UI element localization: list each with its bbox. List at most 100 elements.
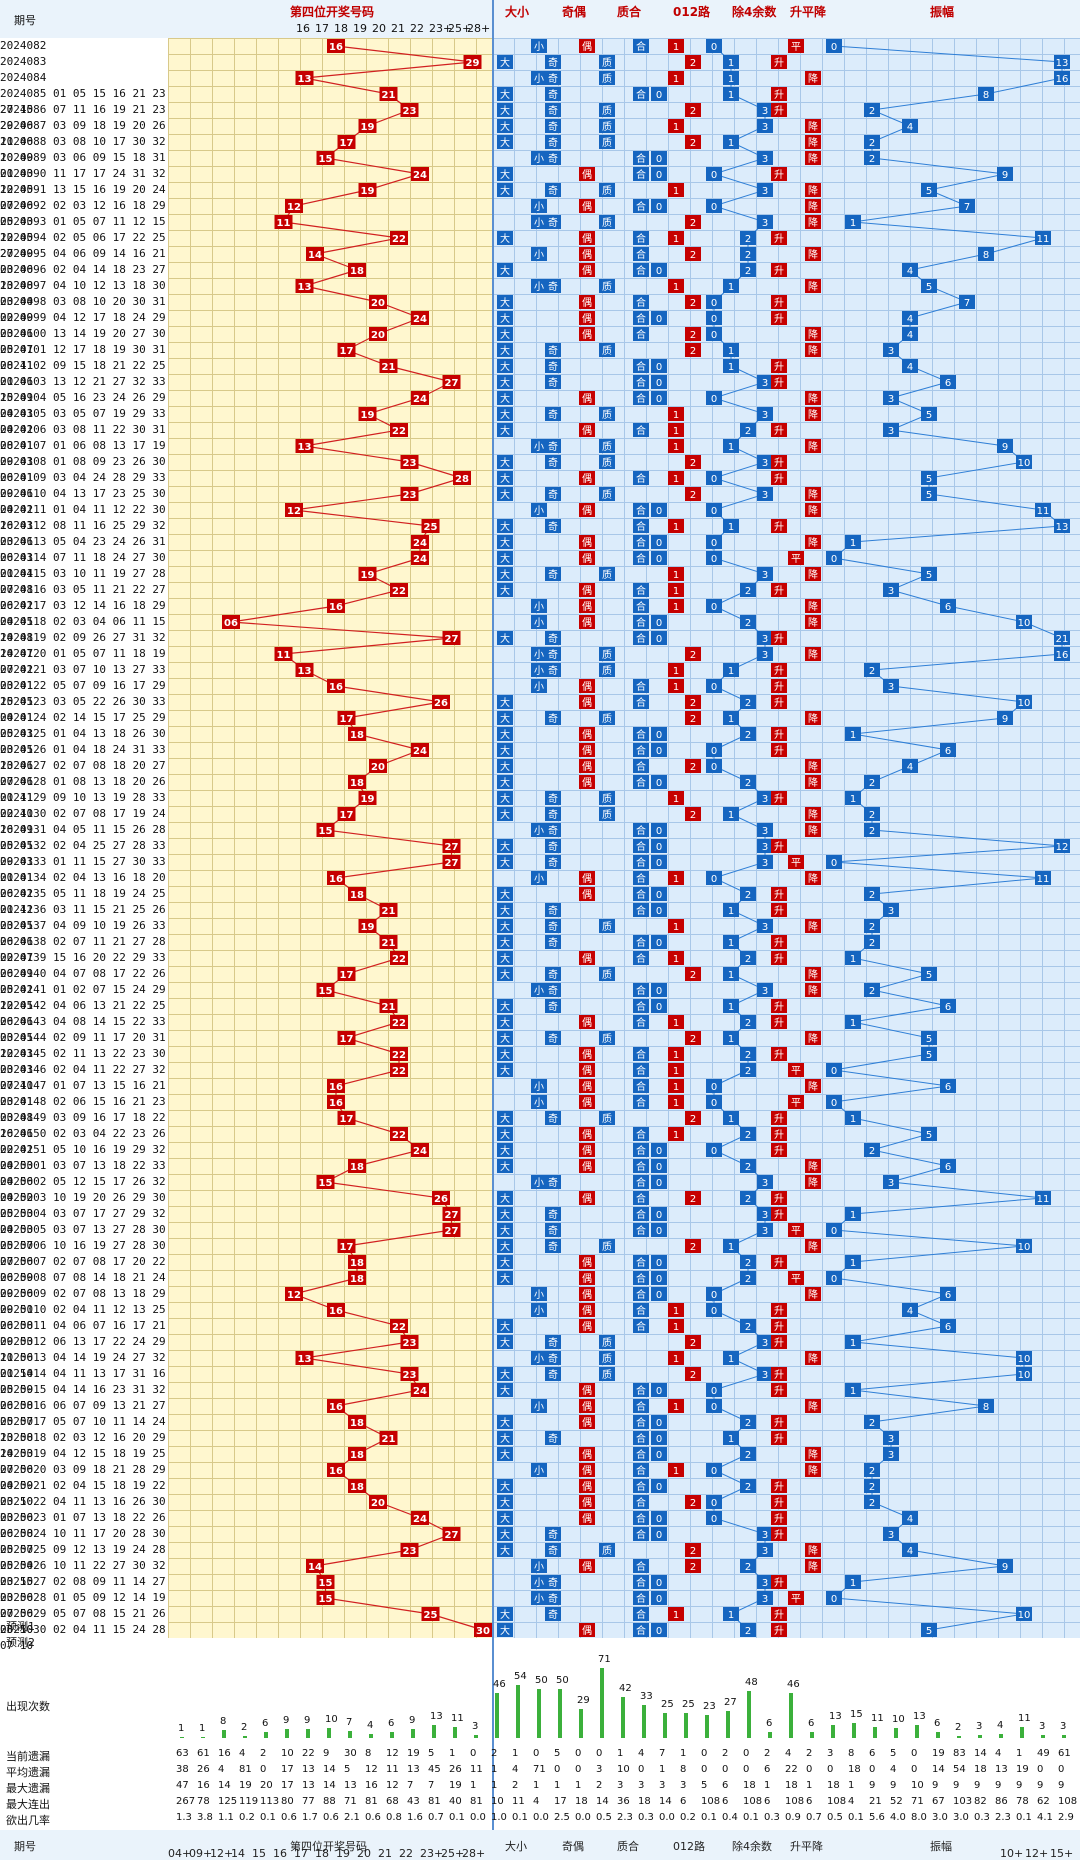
svg-text:0: 0 xyxy=(656,202,662,213)
mod3-mark: 0 xyxy=(651,167,667,181)
prime-mark: 合 xyxy=(633,631,649,645)
svg-text:21: 21 xyxy=(382,1434,396,1445)
amp-mark: 1 xyxy=(845,791,861,805)
amp-mark: 3 xyxy=(883,1527,899,1541)
prime-mark: 合 xyxy=(633,855,649,869)
svg-text:大: 大 xyxy=(500,1448,510,1461)
svg-text:大: 大 xyxy=(500,1384,510,1397)
count-value: 6 xyxy=(262,1718,269,1729)
size-mark: 大 xyxy=(497,231,513,245)
count-value: 2 xyxy=(241,1722,248,1733)
mod4-mark: 2 xyxy=(740,1127,756,1141)
count-value: 48 xyxy=(745,1677,758,1688)
summary-cell: 0.1 xyxy=(1016,1812,1032,1823)
size-mark: 大 xyxy=(497,695,513,709)
svg-text:降: 降 xyxy=(808,344,818,357)
svg-text:24: 24 xyxy=(413,1514,427,1525)
summary-cell: 1 xyxy=(1016,1748,1023,1759)
svg-text:0: 0 xyxy=(831,1066,837,1077)
svg-text:偶: 偶 xyxy=(582,1320,592,1333)
prime-mark: 合 xyxy=(633,583,649,597)
svg-text:升: 升 xyxy=(774,313,784,325)
summary-cell: 9 xyxy=(1037,1780,1044,1791)
svg-text:大: 大 xyxy=(500,456,510,469)
parity-mark: 奇 xyxy=(545,1111,561,1125)
period-row: 2025026 10 11 22 27 30 32 03 15 xyxy=(0,1559,166,1588)
parity-mark: 奇 xyxy=(545,983,561,997)
count-bar xyxy=(474,1735,478,1738)
count-bar xyxy=(1020,1727,1024,1738)
svg-text:小: 小 xyxy=(534,873,544,885)
svg-text:偶: 偶 xyxy=(582,472,592,485)
svg-text:小: 小 xyxy=(534,281,544,293)
fourth-mark: 18 xyxy=(348,1255,366,1269)
svg-text:大: 大 xyxy=(500,168,510,181)
period-row: 2025001 03 07 13 18 22 33 04 06 xyxy=(0,1159,166,1188)
mod3-mark: 1 xyxy=(668,1063,684,1077)
svg-text:合: 合 xyxy=(636,936,646,949)
amp-mark: 2 xyxy=(864,807,880,821)
svg-text:0: 0 xyxy=(656,170,662,181)
period-row: 2024116 03 05 11 21 22 27 06 02 xyxy=(0,583,166,612)
fourth-mark: 20 xyxy=(369,1495,387,1509)
mod3-mark: 0 xyxy=(651,1271,667,1285)
svg-text:降: 降 xyxy=(808,392,818,405)
prime-mark: 质 xyxy=(599,215,615,229)
count-value: 4 xyxy=(367,1720,374,1731)
svg-text:合: 合 xyxy=(636,376,646,389)
count-value: 1 xyxy=(199,1723,206,1734)
parity-mark: 偶 xyxy=(579,167,595,181)
svg-text:降: 降 xyxy=(808,600,818,613)
amp-mark: 2 xyxy=(864,103,880,117)
mod4-mark: 1 xyxy=(723,1031,739,1045)
summary-cell: 3.0 xyxy=(932,1812,948,1823)
svg-text:24: 24 xyxy=(413,394,427,405)
svg-text:合: 合 xyxy=(636,552,646,565)
summary-cell: 0 xyxy=(743,1764,750,1775)
svg-text:大: 大 xyxy=(500,808,510,821)
trend-mark: 降 xyxy=(805,1079,821,1093)
svg-text:降: 降 xyxy=(808,616,818,629)
parity-mark: 偶 xyxy=(579,551,595,565)
svg-text:0: 0 xyxy=(656,314,662,325)
svg-text:0: 0 xyxy=(831,1274,837,1285)
svg-text:降: 降 xyxy=(808,280,818,293)
prime-mark: 质 xyxy=(599,487,615,501)
svg-text:合: 合 xyxy=(636,520,646,533)
trend-mark: 升 xyxy=(771,1127,787,1141)
svg-text:0: 0 xyxy=(656,1258,662,1269)
fourth-mark: 24 xyxy=(411,167,429,181)
svg-text:合: 合 xyxy=(636,1256,646,1269)
amp-mark: 2 xyxy=(864,983,880,997)
svg-text:合: 合 xyxy=(636,1400,646,1413)
svg-text:奇: 奇 xyxy=(548,824,558,837)
mod3-mark: 0 xyxy=(651,1287,667,1301)
svg-text:奇: 奇 xyxy=(548,488,558,501)
amp-mark: 8 xyxy=(978,247,994,261)
mod4-mark: 1 xyxy=(723,71,739,85)
svg-text:8: 8 xyxy=(983,1402,989,1413)
svg-text:0: 0 xyxy=(656,506,662,517)
size-mark: 大 xyxy=(497,295,513,309)
fourth-mark: 24 xyxy=(411,1143,429,1157)
prime-mark: 合 xyxy=(633,1159,649,1173)
svg-text:2: 2 xyxy=(690,650,696,661)
svg-text:2: 2 xyxy=(690,490,696,501)
amp-mark: 5 xyxy=(921,407,937,421)
parity-mark: 奇 xyxy=(545,519,561,533)
mod4-mark: 3 xyxy=(757,567,773,581)
svg-text:0: 0 xyxy=(711,1466,717,1477)
size-mark: 大 xyxy=(497,263,513,277)
trend-mark: 降 xyxy=(805,1031,821,1045)
svg-text:降: 降 xyxy=(808,1160,818,1173)
svg-text:2: 2 xyxy=(690,1194,696,1205)
svg-text:10: 10 xyxy=(1018,1354,1031,1365)
mod3-mark: 1 xyxy=(668,119,684,133)
svg-text:1: 1 xyxy=(673,42,679,53)
count-bar xyxy=(852,1723,856,1738)
trend-mark: 降 xyxy=(805,343,821,357)
svg-text:2: 2 xyxy=(745,1050,751,1061)
trend-mark: 降 xyxy=(805,183,821,197)
svg-text:17: 17 xyxy=(340,1242,354,1253)
